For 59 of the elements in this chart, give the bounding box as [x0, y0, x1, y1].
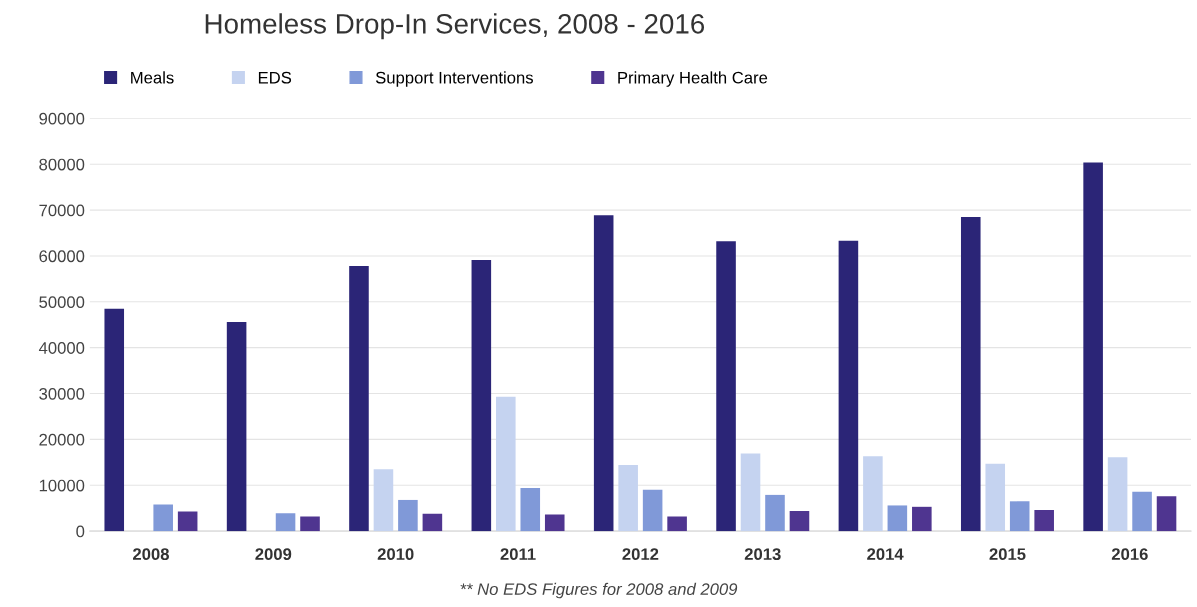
- x-tick-label: 2010: [377, 548, 414, 561]
- x-tick-label: 2008: [133, 548, 169, 561]
- x-tick-label: 2011: [500, 548, 536, 561]
- y-tick-label: 40000: [38, 342, 85, 354]
- bar: [985, 463, 1006, 532]
- text: ** No EDS Figures for 2008 and 2009: [460, 582, 738, 599]
- y-tick-label: 70000: [39, 204, 85, 217]
- legend-label: Meals: [131, 71, 174, 84]
- bar: [153, 504, 173, 532]
- y-tick-label: 0: [76, 525, 85, 538]
- bar: [863, 456, 883, 532]
- bar: [520, 488, 541, 532]
- bar: [1132, 491, 1152, 532]
- bar: [789, 510, 810, 532]
- bar: [373, 469, 394, 532]
- bar: [1009, 501, 1030, 532]
- x-tick-label: 2009: [255, 548, 292, 561]
- bar: [838, 240, 859, 532]
- bar: [349, 266, 369, 532]
- bar: [887, 505, 908, 532]
- bar: [716, 241, 736, 532]
- x-tick-label: 2016: [1111, 548, 1148, 561]
- y-tick-label: 30000: [39, 387, 85, 400]
- y-tick-label: 90000: [39, 112, 85, 125]
- bar: [300, 516, 320, 532]
- bar: [177, 511, 198, 532]
- x-tick-label: 2013: [744, 548, 781, 561]
- bar: [544, 514, 565, 532]
- y-tick-label: 60000: [39, 250, 85, 263]
- bar: [960, 216, 981, 532]
- x-tick-label: 2015: [989, 548, 1026, 561]
- bar: [618, 465, 638, 532]
- bar: [226, 321, 247, 532]
- bar: [398, 499, 418, 532]
- chart-title: Homeless Drop-In Services, 2008 - 2016: [205, 13, 705, 40]
- y-tick-label: 10000: [39, 479, 85, 492]
- bar: [1083, 162, 1103, 532]
- y-tick-label: 20000: [39, 433, 85, 446]
- bar: [471, 260, 492, 532]
- bar: [642, 489, 663, 532]
- bar: [275, 513, 296, 532]
- bar: [1034, 510, 1054, 532]
- legend-label: EDS: [258, 71, 292, 84]
- y-tick-label: 50000: [39, 296, 85, 309]
- legend-label: Primary Health Care: [618, 71, 768, 87]
- bar: [740, 453, 761, 532]
- bar: [765, 494, 785, 532]
- bar: [1156, 496, 1177, 532]
- bar: [104, 308, 125, 532]
- bar: [667, 516, 687, 532]
- bar: [496, 396, 516, 532]
- bar: [1107, 457, 1128, 532]
- y-tick-label: 80000: [39, 158, 85, 171]
- bar: [422, 513, 443, 532]
- bar: [593, 215, 614, 532]
- x-tick-label: 2014: [867, 548, 904, 561]
- bar: [912, 506, 932, 532]
- x-tick-label: 2012: [622, 548, 659, 561]
- legend-label: Support Interventions: [375, 71, 533, 87]
